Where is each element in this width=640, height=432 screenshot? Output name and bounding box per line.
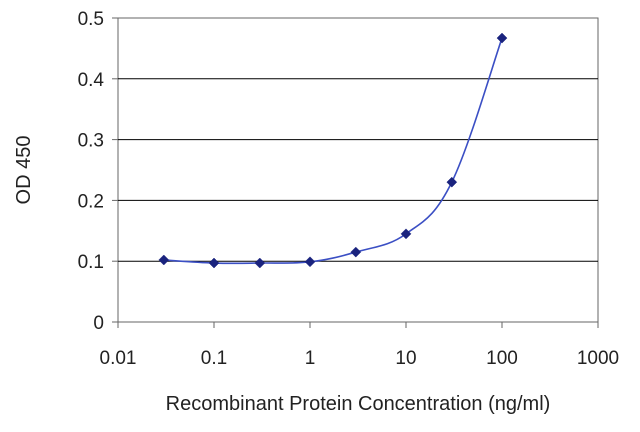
y-axis-ticks: 0 0.1 0.2 0.3 0.4 0.5 — [78, 9, 118, 334]
series-line — [163, 37, 503, 265]
y-tick-label: 0.1 — [78, 252, 104, 273]
y-axis-title: OD 450 — [13, 136, 35, 205]
plot-area — [117, 17, 599, 323]
marker-layer — [158, 32, 508, 269]
data-point-marker — [496, 32, 508, 44]
data-point-marker — [208, 257, 220, 269]
y-tick-label: 0.3 — [78, 131, 104, 152]
x-tick-label: 1 — [305, 348, 316, 369]
series-layer — [163, 37, 503, 265]
y-tick-label: 0.5 — [78, 9, 104, 30]
x-tick-label: 100 — [486, 348, 518, 369]
x-tick-label: 10 — [395, 348, 416, 369]
data-point-marker — [158, 254, 170, 266]
x-axis-ticks: 0.01 0.1 1 10 100 1000 — [100, 322, 619, 369]
x-axis-title: Recombinant Protein Concentration (ng/ml… — [166, 393, 551, 415]
y-tick-label: 0.4 — [78, 70, 105, 91]
data-point-marker — [446, 176, 458, 188]
data-point-marker — [304, 256, 316, 268]
data-point-marker — [254, 257, 266, 269]
data-point-marker — [350, 246, 362, 258]
y-tick-label: 0.2 — [78, 191, 104, 212]
grid-lines — [118, 78, 598, 262]
x-tick-label: 0.1 — [201, 348, 227, 369]
data-point-marker — [400, 228, 412, 240]
x-tick-label: 1000 — [577, 348, 619, 369]
x-tick-label: 0.01 — [100, 348, 137, 369]
y-tick-label: 0 — [93, 313, 104, 334]
